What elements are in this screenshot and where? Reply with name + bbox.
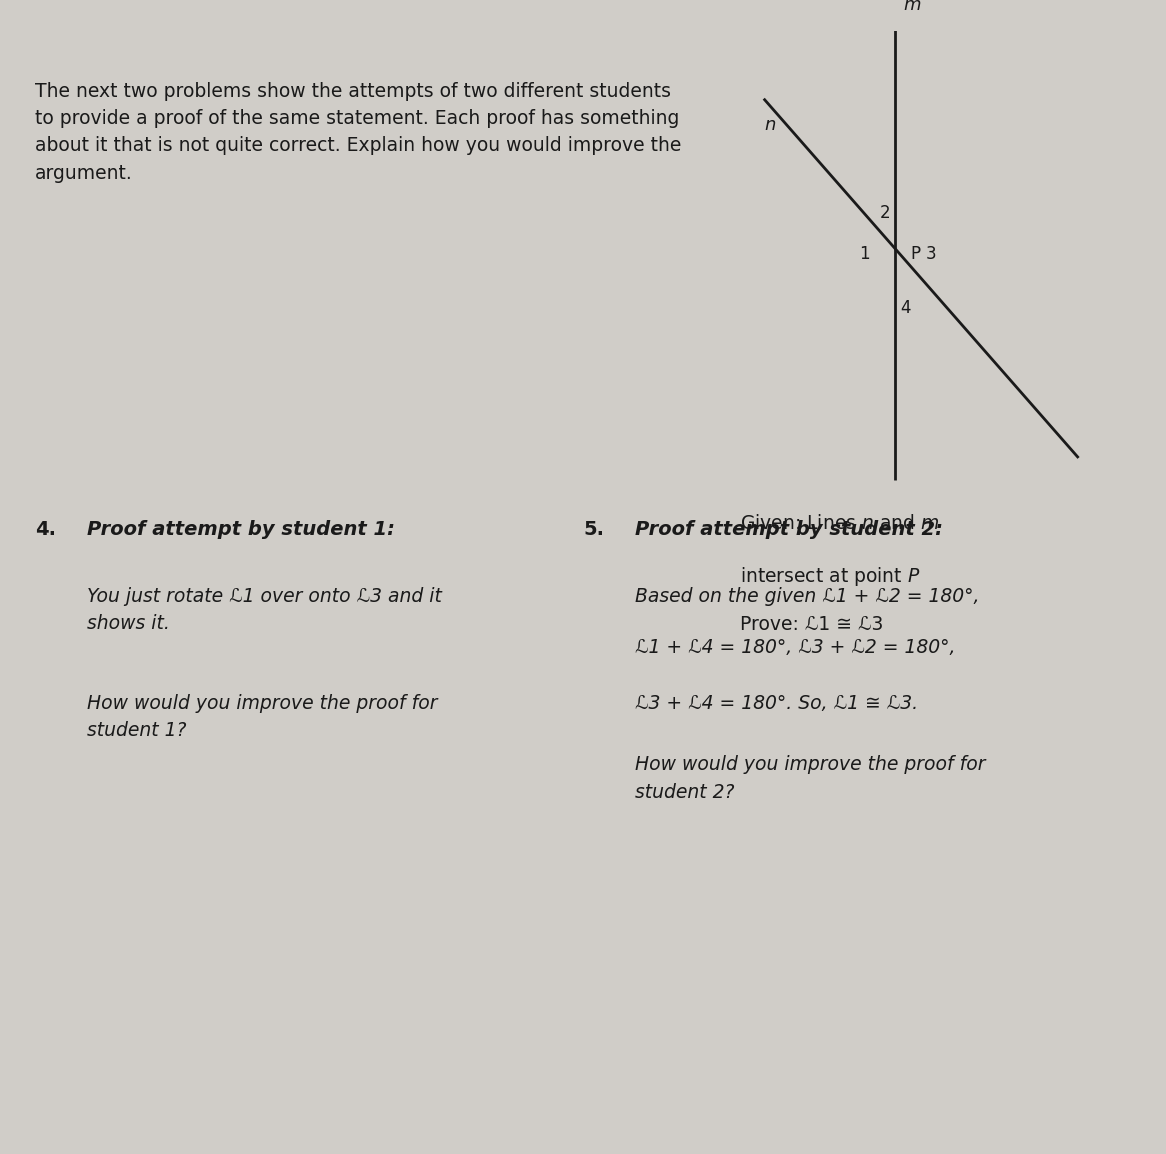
Text: How would you improve the proof for
student 2?: How would you improve the proof for stud… xyxy=(635,756,986,802)
Text: Proof attempt by student 1:: Proof attempt by student 1: xyxy=(87,519,395,539)
Text: Given: Lines $n$ and $m$: Given: Lines $n$ and $m$ xyxy=(740,514,940,533)
Text: How would you improve the proof for
student 1?: How would you improve the proof for stud… xyxy=(87,694,438,740)
Text: 5.: 5. xyxy=(583,519,604,539)
Text: ℒ1 + ℒ4 = 180°, ℒ3 + ℒ2 = 180°,: ℒ1 + ℒ4 = 180°, ℒ3 + ℒ2 = 180°, xyxy=(635,637,956,657)
Text: 2: 2 xyxy=(880,204,891,223)
Text: Prove: ℒ1 ≅ ℒ3: Prove: ℒ1 ≅ ℒ3 xyxy=(740,615,884,634)
Text: ℒ3 + ℒ4 = 180°. So, ℒ1 ≅ ℒ3.: ℒ3 + ℒ4 = 180°. So, ℒ1 ≅ ℒ3. xyxy=(635,694,919,713)
Text: Proof attempt by student 2:: Proof attempt by student 2: xyxy=(635,519,943,539)
Text: 4: 4 xyxy=(900,299,911,316)
Text: The next two problems show the attempts of two different students
to provide a p: The next two problems show the attempts … xyxy=(35,82,681,182)
Text: P: P xyxy=(911,245,921,263)
Text: m: m xyxy=(904,0,921,15)
Text: 4.: 4. xyxy=(35,519,56,539)
Text: intersect at point $P$: intersect at point $P$ xyxy=(740,564,921,587)
Text: n: n xyxy=(764,115,775,134)
Text: You just rotate ℒ1 over onto ℒ3 and it
shows it.: You just rotate ℒ1 over onto ℒ3 and it s… xyxy=(87,587,442,634)
Text: 1: 1 xyxy=(859,245,870,263)
Text: 3: 3 xyxy=(926,245,936,263)
Text: Based on the given ℒ1 + ℒ2 = 180°,: Based on the given ℒ1 + ℒ2 = 180°, xyxy=(635,587,979,606)
